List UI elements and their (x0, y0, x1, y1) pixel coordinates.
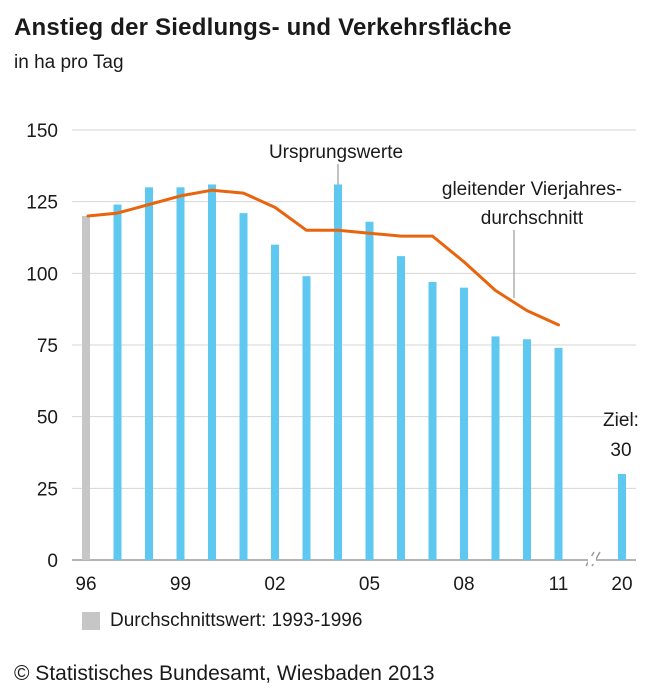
y-tick-label-25: 25 (37, 479, 58, 500)
bar-2002 (271, 244, 279, 560)
bar-2007 (428, 281, 437, 560)
axis-break-gap (588, 556, 596, 564)
chart-title: Anstieg der Siedlungs- und Verkehrsfläch… (14, 14, 512, 41)
annotation-average-line1: gleitender Vierjahres- (442, 179, 622, 200)
annotation-target-label: Ziel: (603, 410, 639, 431)
bar-target-2020 (618, 474, 626, 560)
bar-2008 (460, 287, 468, 560)
x-tick-label-99: 99 (170, 574, 191, 595)
x-tick-label-02: 02 (264, 574, 285, 595)
bar-2001 (239, 213, 248, 560)
annotation-ursprungswerte: Ursprungswerte (269, 142, 403, 163)
annotation-target-value: 30 (610, 440, 631, 461)
legend-label: Durchschnittswert: 1993-1996 (110, 610, 363, 631)
bar-2006 (397, 256, 405, 560)
bar-1998 (145, 187, 153, 561)
x-tick-label-20: 20 (611, 574, 632, 595)
bar-2009 (491, 336, 500, 560)
x-axis-tick-labels: 96 99 02 05 08 11 20 (75, 574, 632, 595)
y-tick-label-75: 75 (37, 336, 58, 357)
y-tick-label-125: 125 (26, 193, 58, 214)
bar-1996 (82, 216, 90, 560)
bar-1999 (176, 187, 185, 561)
legend-swatch-grey (82, 612, 100, 630)
x-tick-label-05: 05 (359, 574, 380, 595)
bar-2004 (334, 184, 342, 560)
annotations: Ursprungswerte gleitender Vierjahres-durc… (269, 142, 639, 461)
x-tick-label-96: 96 (75, 574, 96, 595)
bar-2000 (208, 184, 216, 560)
annotation-average-line2: durchschnitt (481, 208, 584, 229)
y-tick-label-0: 0 (47, 551, 58, 572)
bar-2010 (523, 339, 531, 560)
gridlines (72, 129, 636, 567)
x-tick-label-08: 08 (453, 574, 474, 595)
chart-subtitle: in ha pro Tag (14, 52, 124, 73)
y-axis-tick-labels: 0 25 50 75 100 125 150 (26, 121, 58, 572)
source-credit: © Statistisches Bundesamt, Wiesbaden 201… (14, 662, 435, 685)
x-tick-label-11: 11 (549, 574, 569, 595)
line-average (86, 188, 560, 327)
legend: Durchschnittswert: 1993-1996 (82, 610, 362, 632)
bar-2003 (302, 276, 311, 560)
y-tick-label-150: 150 (26, 121, 58, 142)
y-tick-label-100: 100 (26, 264, 58, 285)
bar-1997 (113, 204, 122, 561)
y-tick-label-50: 50 (37, 408, 58, 429)
bar-series-ursprungswerte (82, 184, 626, 561)
bar-2011 (554, 347, 563, 560)
bar-2005 (365, 221, 374, 560)
line-series-average (86, 188, 560, 327)
